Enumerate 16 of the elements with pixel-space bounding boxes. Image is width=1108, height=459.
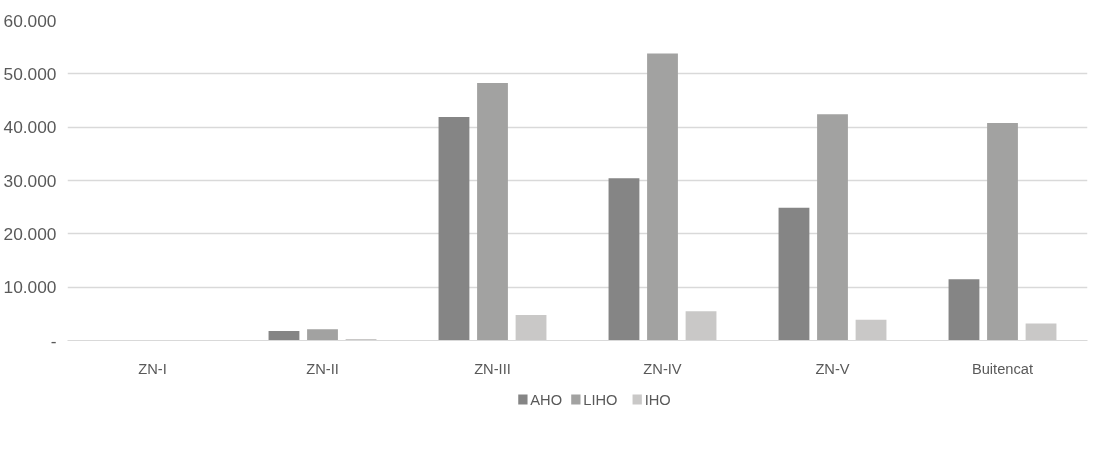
x-tick-label: ZN-II xyxy=(306,360,339,377)
x-tick-label: ZN-IV xyxy=(643,360,682,377)
y-tick-label: 30.000 xyxy=(3,170,57,191)
y-tick-label: 60.000 xyxy=(3,10,57,31)
x-tick-label: Buitencat xyxy=(971,360,1034,377)
y-tick-label: 40.000 xyxy=(3,117,57,138)
legend-label: IHO xyxy=(644,391,671,408)
y-tick-label: - xyxy=(50,330,57,351)
y-tick-label: 20.000 xyxy=(3,223,57,244)
y-tick-label: 50.000 xyxy=(3,63,57,84)
legend-label: LIHO xyxy=(583,391,618,408)
x-tick-label: ZN-V xyxy=(815,360,850,377)
legend-label: AHO xyxy=(530,391,563,408)
y-tick-label: 10.000 xyxy=(3,277,57,298)
x-tick-label: ZN-I xyxy=(138,360,167,377)
x-tick-label: ZN-III xyxy=(474,360,511,377)
